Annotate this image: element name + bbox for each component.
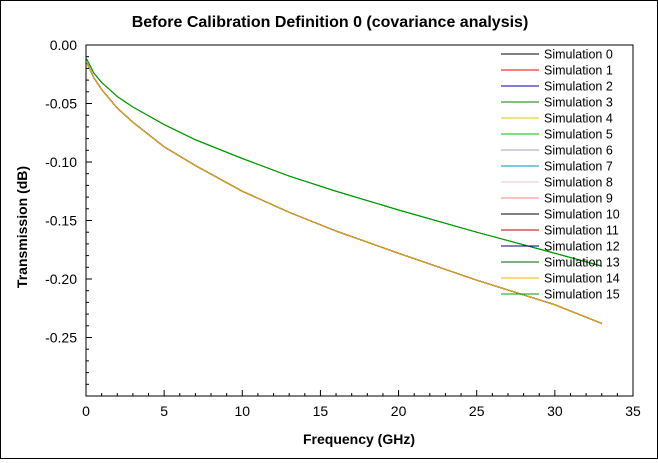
legend-label: Simulation 14 xyxy=(544,272,620,286)
x-tick-label: 20 xyxy=(391,403,407,419)
legend-label: Simulation 3 xyxy=(544,96,613,110)
legend-label: Simulation 13 xyxy=(544,256,620,270)
axis-ticks: 0 5 10 15 20 25 30 35 0.00 -0.05 -0.10 -0.15 -0.20 -0… xyxy=(45,37,641,419)
legend-label: Simulation 10 xyxy=(544,208,620,222)
x-tick-label: 15 xyxy=(313,403,329,419)
legend: Simulation 0 Simulation 1 Simulation 2 Simu… xyxy=(501,48,620,302)
y-tick-label: -0.05 xyxy=(45,96,77,112)
x-tick-label: 25 xyxy=(469,403,485,419)
series-line-simulation-13 xyxy=(86,58,602,267)
legend-label: Simulation 1 xyxy=(544,64,613,78)
legend-label: Simulation 0 xyxy=(544,48,613,62)
legend-label: Simulation 5 xyxy=(544,128,613,142)
y-tick-label: -0.25 xyxy=(45,330,77,346)
x-axis-title: Frequency (GHz) xyxy=(303,431,415,447)
y-axis-title: Transmission (dB) xyxy=(14,166,30,288)
x-tick-label: 30 xyxy=(547,403,563,419)
y-tick-label: 0.00 xyxy=(50,37,77,53)
series-line-simulation-5 xyxy=(86,58,602,267)
y-tick-label: -0.10 xyxy=(45,154,77,170)
series-line-simulation-15 xyxy=(86,58,602,267)
legend-label: Simulation 9 xyxy=(544,192,613,206)
x-tick-label: 0 xyxy=(82,403,90,419)
legend-label: Simulation 12 xyxy=(544,240,620,254)
legend-label: Simulation 8 xyxy=(544,176,613,190)
chart-title: Before Calibration Definition 0 (covaria… xyxy=(132,14,529,31)
legend-label: Simulation 4 xyxy=(544,112,613,126)
legend-label: Simulation 6 xyxy=(544,144,613,158)
series-line-simulation-3 xyxy=(86,58,602,267)
legend-label: Simulation 2 xyxy=(544,80,613,94)
x-tick-label: 10 xyxy=(234,403,250,419)
x-tick-label: 5 xyxy=(160,403,168,419)
y-tick-label: -0.15 xyxy=(45,213,77,229)
legend-label: Simulation 7 xyxy=(544,160,613,174)
y-tick-label: -0.20 xyxy=(45,271,77,287)
series-line-simulation-14 xyxy=(86,62,602,324)
legend-label: Simulation 11 xyxy=(544,224,619,238)
series-lines xyxy=(86,58,602,324)
x-tick-label: 35 xyxy=(625,403,641,419)
legend-label: Simulation 15 xyxy=(544,288,620,302)
